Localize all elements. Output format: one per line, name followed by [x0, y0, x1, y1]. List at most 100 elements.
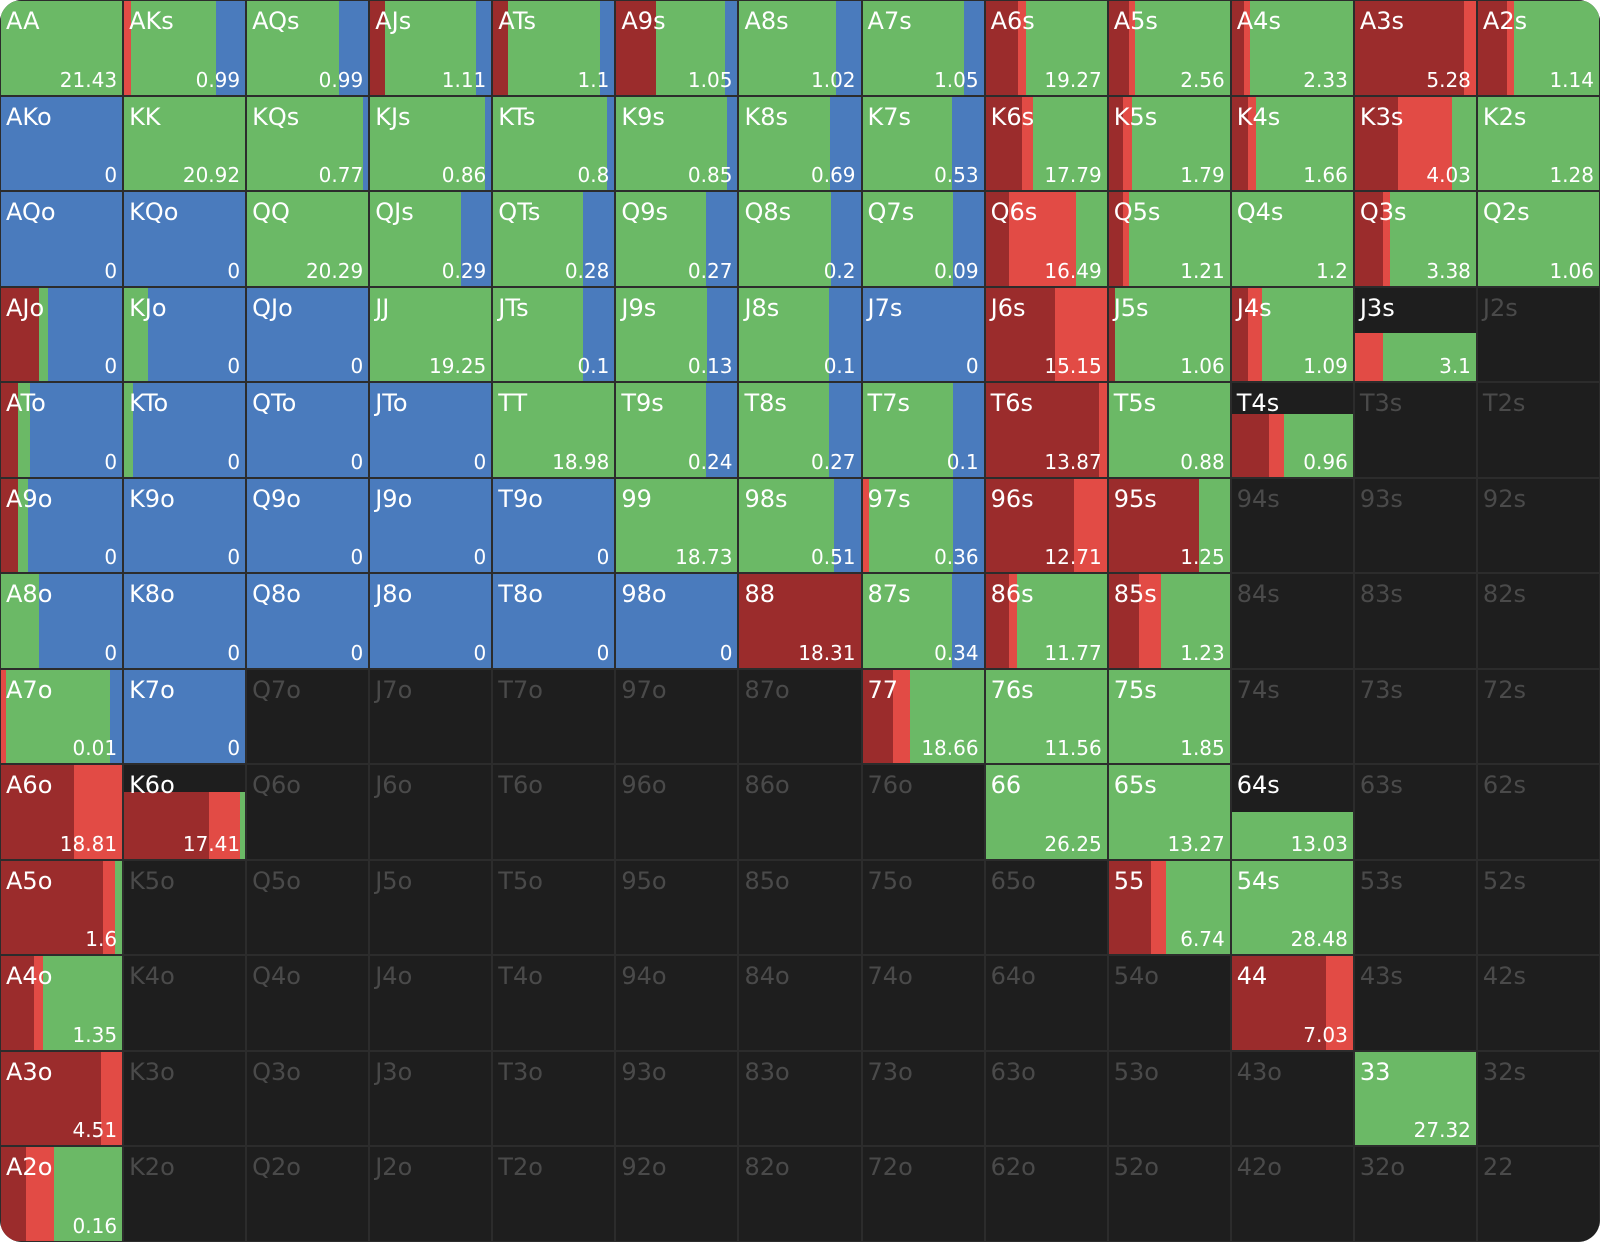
- hand-cell[interactable]: Q3o: [246, 1050, 370, 1147]
- hand-cell[interactable]: T9o 0: [492, 477, 616, 574]
- hand-cell[interactable]: 85s 1.23: [1107, 573, 1231, 669]
- hand-cell[interactable]: 62o: [984, 1146, 1108, 1242]
- hand-cell[interactable]: 96o: [615, 764, 739, 860]
- hand-cell[interactable]: AQs 0.99: [246, 0, 370, 96]
- hand-cell[interactable]: AJo 0: [0, 286, 124, 383]
- hand-cell[interactable]: Q7o: [246, 668, 370, 765]
- hand-cell[interactable]: J9s 0.13: [615, 286, 739, 383]
- hand-cell[interactable]: Q2o: [246, 1146, 370, 1242]
- hand-cell[interactable]: 54s 28.48: [1230, 859, 1354, 956]
- hand-cell[interactable]: A6s 19.27: [984, 0, 1108, 96]
- hand-cell[interactable]: 87o: [738, 668, 862, 765]
- hand-cell[interactable]: KK 20.92: [123, 95, 247, 192]
- hand-cell[interactable]: K5o: [123, 859, 247, 956]
- hand-cell[interactable]: K2s 1.28: [1476, 95, 1600, 192]
- hand-cell[interactable]: JTo 0: [369, 382, 493, 478]
- hand-cell[interactable]: 32o: [1353, 1146, 1477, 1242]
- hand-cell[interactable]: 96s 12.71: [984, 477, 1108, 574]
- hand-cell[interactable]: T3o: [492, 1050, 616, 1147]
- hand-cell[interactable]: K9s 0.85: [615, 95, 739, 192]
- hand-cell[interactable]: QTs 0.28: [492, 191, 616, 287]
- hand-cell[interactable]: 33 27.32: [1353, 1050, 1477, 1147]
- hand-cell[interactable]: Q4s 1.2: [1230, 191, 1354, 287]
- hand-cell[interactable]: A8o 0: [0, 573, 124, 669]
- hand-cell[interactable]: T5s 0.88: [1107, 382, 1231, 478]
- hand-cell[interactable]: 88 18.31: [738, 573, 862, 669]
- hand-cell[interactable]: 42s: [1476, 955, 1600, 1051]
- hand-cell[interactable]: 74s: [1230, 668, 1354, 765]
- hand-cell[interactable]: Q8o 0: [246, 573, 370, 669]
- hand-cell[interactable]: T4o: [492, 955, 616, 1051]
- hand-cell[interactable]: T9s 0.24: [615, 382, 739, 478]
- hand-cell[interactable]: A3o 4.51: [0, 1050, 124, 1147]
- hand-cell[interactable]: 93s: [1353, 477, 1477, 574]
- hand-cell[interactable]: Q6o: [246, 764, 370, 860]
- hand-cell[interactable]: K3o: [123, 1050, 247, 1147]
- hand-cell[interactable]: T6s 13.87: [984, 382, 1108, 478]
- hand-cell[interactable]: 72s: [1476, 668, 1600, 765]
- hand-cell[interactable]: 54o: [1107, 955, 1231, 1051]
- hand-cell[interactable]: J6o: [369, 764, 493, 860]
- hand-cell[interactable]: K4o: [123, 955, 247, 1051]
- hand-cell[interactable]: J9o 0: [369, 477, 493, 574]
- hand-cell[interactable]: AA 21.43: [0, 0, 124, 96]
- hand-cell[interactable]: AKo 0: [0, 95, 124, 192]
- hand-cell[interactable]: K4s 1.66: [1230, 95, 1354, 192]
- hand-cell[interactable]: 86o: [738, 764, 862, 860]
- hand-cell[interactable]: TT 18.98: [492, 382, 616, 478]
- hand-cell[interactable]: 74o: [861, 955, 985, 1051]
- hand-cell[interactable]: T4s 0.96: [1230, 382, 1354, 478]
- hand-cell[interactable]: Q5o: [246, 859, 370, 956]
- hand-cell[interactable]: 43o: [1230, 1050, 1354, 1147]
- hand-cell[interactable]: A2s 1.14: [1476, 0, 1600, 96]
- hand-cell[interactable]: Q6s 16.49: [984, 191, 1108, 287]
- hand-cell[interactable]: AKs 0.99: [123, 0, 247, 96]
- hand-cell[interactable]: 95o: [615, 859, 739, 956]
- hand-cell[interactable]: 94s: [1230, 477, 1354, 574]
- hand-cell[interactable]: J4s 1.09: [1230, 286, 1354, 383]
- hand-cell[interactable]: 75o: [861, 859, 985, 956]
- hand-cell[interactable]: KTo 0: [123, 382, 247, 478]
- hand-cell[interactable]: QJo 0: [246, 286, 370, 383]
- hand-cell[interactable]: 22: [1476, 1146, 1600, 1242]
- hand-cell[interactable]: 64s 13.03: [1230, 764, 1354, 860]
- hand-cell[interactable]: K3s 4.03: [1353, 95, 1477, 192]
- hand-cell[interactable]: J7s 0: [861, 286, 985, 383]
- hand-cell[interactable]: K9o 0: [123, 477, 247, 574]
- hand-cell[interactable]: A5s 2.56: [1107, 0, 1231, 96]
- hand-cell[interactable]: 53s: [1353, 859, 1477, 956]
- hand-cell[interactable]: A9o 0: [0, 477, 124, 574]
- hand-cell[interactable]: 92o: [615, 1146, 739, 1242]
- hand-cell[interactable]: 85o: [738, 859, 862, 956]
- hand-cell[interactable]: T5o: [492, 859, 616, 956]
- hand-cell[interactable]: A3s 5.28: [1353, 0, 1477, 96]
- hand-cell[interactable]: K5s 1.79: [1107, 95, 1231, 192]
- hand-cell[interactable]: J7o: [369, 668, 493, 765]
- hand-cell[interactable]: ATo 0: [0, 382, 124, 478]
- hand-cell[interactable]: 82o: [738, 1146, 862, 1242]
- hand-cell[interactable]: J2o: [369, 1146, 493, 1242]
- hand-cell[interactable]: 97s 0.36: [861, 477, 985, 574]
- hand-cell[interactable]: KJs 0.86: [369, 95, 493, 192]
- hand-cell[interactable]: 43s: [1353, 955, 1477, 1051]
- hand-cell[interactable]: QJs 0.29: [369, 191, 493, 287]
- hand-cell[interactable]: JJ 19.25: [369, 286, 493, 383]
- hand-cell[interactable]: A4s 2.33: [1230, 0, 1354, 96]
- hand-cell[interactable]: 52o: [1107, 1146, 1231, 1242]
- hand-cell[interactable]: 82s: [1476, 573, 1600, 669]
- hand-cell[interactable]: 94o: [615, 955, 739, 1051]
- hand-cell[interactable]: 77 18.66: [861, 668, 985, 765]
- hand-cell[interactable]: T8s 0.27: [738, 382, 862, 478]
- hand-cell[interactable]: J4o: [369, 955, 493, 1051]
- hand-cell[interactable]: ATs 1.1: [492, 0, 616, 96]
- hand-cell[interactable]: K7o 0: [123, 668, 247, 765]
- hand-cell[interactable]: 44 7.03: [1230, 955, 1354, 1051]
- hand-cell[interactable]: K8s 0.69: [738, 95, 862, 192]
- hand-cell[interactable]: 52s: [1476, 859, 1600, 956]
- hand-cell[interactable]: Q7s 0.09: [861, 191, 985, 287]
- hand-cell[interactable]: 86s 11.77: [984, 573, 1108, 669]
- hand-cell[interactable]: 72o: [861, 1146, 985, 1242]
- hand-cell[interactable]: Q5s 1.21: [1107, 191, 1231, 287]
- hand-cell[interactable]: K6o 17.41: [123, 764, 247, 860]
- hand-cell[interactable]: 97o: [615, 668, 739, 765]
